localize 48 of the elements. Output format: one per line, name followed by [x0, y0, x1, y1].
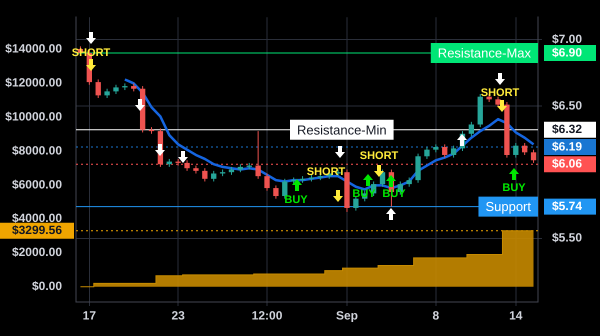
y-tick-label: $5.50	[552, 230, 582, 245]
ref-line-label: Resistance-Min	[296, 122, 387, 138]
candlestick	[255, 130, 261, 180]
annotation: BUY	[502, 182, 526, 194]
candlestick	[530, 149, 536, 164]
candlestick	[406, 176, 412, 188]
y-tick-label: $7.00	[552, 32, 582, 46]
candlestick	[96, 78, 101, 99]
candlestick	[264, 173, 270, 192]
candlestick	[353, 196, 359, 212]
y2-tick-label: $8000.00	[12, 143, 62, 158]
y-tick-label: $6.19	[552, 139, 582, 154]
candlestick	[522, 142, 528, 156]
annotation: SHORT	[360, 150, 399, 162]
annotation: SHORT	[480, 87, 520, 100]
y2-tick-label: $14000.00	[5, 42, 62, 56]
y-tick-label: $6.32	[552, 122, 582, 136]
x-tick-label: 17	[82, 308, 96, 323]
candlestick	[468, 121, 474, 137]
candlestick	[273, 184, 279, 200]
y2-tick-label: $6000.00	[12, 177, 62, 192]
y-tick-label: $5.74	[552, 198, 582, 213]
candlestick	[104, 88, 110, 99]
y2-tick-label: $10000.00	[5, 110, 62, 124]
candlestick	[424, 146, 430, 160]
candlestick	[450, 145, 456, 158]
annotation: BUY	[284, 194, 308, 206]
y-tick-label: $6.90	[552, 45, 582, 60]
x-tick-label: 8	[432, 308, 440, 323]
candlestick	[442, 144, 448, 158]
y-tick-label: $6.50	[552, 98, 582, 112]
y2-tick-label: $3299.56	[12, 223, 62, 238]
y-tick-label: $6.06	[552, 156, 582, 171]
x-tick-label: 12:00	[252, 308, 283, 323]
y2-tick-label: $4000.00	[12, 211, 62, 226]
y2-tick-label: $0.00	[32, 279, 62, 294]
candlestick	[202, 168, 208, 182]
ref-line-label: Support	[485, 199, 532, 214]
candlestick	[415, 153, 421, 184]
ref-line-label: Resistance-Max	[438, 46, 532, 61]
y2-tick-label: $12000.00	[5, 76, 62, 90]
y2-tick-label: $2000.00	[12, 245, 62, 260]
x-tick-label: 23	[171, 308, 186, 323]
x-tick-label: 14	[509, 308, 523, 323]
candlestick	[211, 170, 216, 182]
candlestick	[513, 142, 518, 158]
candlestick	[113, 84, 119, 95]
x-tick-label: Sep	[336, 308, 358, 323]
